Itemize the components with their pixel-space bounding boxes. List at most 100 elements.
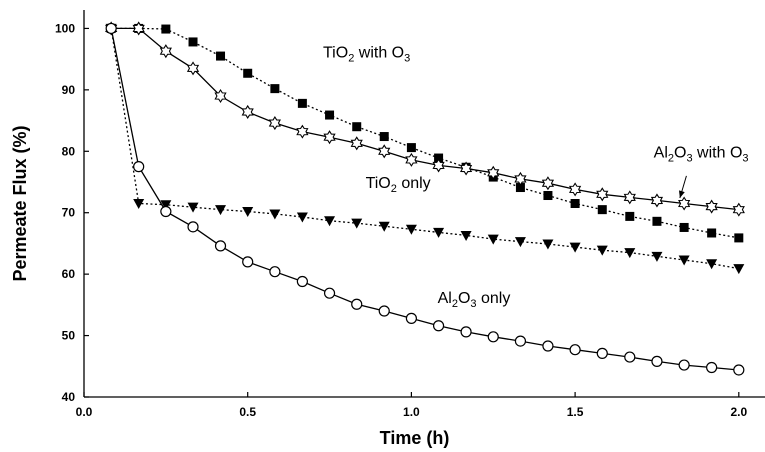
data-point-s3-15: [514, 335, 527, 347]
label-text: Al: [654, 144, 668, 161]
data-point-s0-23: [734, 233, 744, 243]
data-point-s2-8: [324, 216, 336, 227]
series-line-1: [111, 27, 739, 211]
data-point-s0-15: [515, 183, 525, 193]
x-tick-label: 0.5: [239, 405, 256, 419]
data-point-s2-12: [433, 227, 445, 238]
data-point-s3-4: [214, 240, 227, 252]
subscript: 2: [348, 52, 354, 64]
x-axis-title: Time (h): [380, 428, 450, 448]
data-point-s0-21: [679, 222, 689, 232]
data-point-s1-23: [732, 202, 745, 217]
data-point-s1-9: [350, 136, 363, 151]
data-point-s1-13: [459, 161, 473, 176]
data-point-s0-6: [270, 84, 280, 94]
data-point-s2-23: [733, 264, 745, 275]
data-point-s2-22: [706, 259, 718, 270]
data-point-s3-16: [542, 340, 554, 352]
data-point-s0-20: [652, 216, 662, 226]
y-tick-label: 60: [62, 267, 76, 281]
x-tick-label: 0.0: [76, 405, 93, 419]
data-point-s1-12: [432, 158, 445, 173]
data-point-s2-19: [624, 248, 636, 259]
pointer-arrow-head: [678, 190, 685, 198]
data-point-s3-2: [160, 205, 172, 218]
data-point-s3-10: [378, 305, 390, 317]
data-point-s0-22: [707, 228, 717, 238]
data-point-s2-7: [296, 212, 308, 223]
data-point-s1-15: [514, 171, 527, 186]
data-point-s2-10: [378, 221, 390, 232]
data-point-s1-8: [323, 130, 336, 145]
data-point-s2-3: [187, 202, 199, 213]
data-point-s2-15: [514, 237, 526, 248]
series-label-0: TiO2​ with O3​: [323, 44, 410, 64]
y-tick-label: 100: [55, 21, 75, 35]
y-tick-label: 80: [62, 144, 76, 158]
data-point-s0-4: [216, 51, 226, 61]
data-point-s1-2: [159, 44, 172, 59]
data-point-s3-6: [269, 266, 281, 278]
data-point-s3-3: [187, 221, 199, 233]
data-point-s2-2: [160, 200, 172, 211]
label-text: with O: [354, 44, 404, 61]
label-text: O: [458, 290, 470, 307]
data-point-s3-18: [596, 347, 608, 359]
y-tick-label: 40: [62, 390, 76, 404]
data-point-s3-21: [678, 359, 690, 371]
data-point-s2-21: [678, 255, 690, 266]
series-line-2: [110, 28, 739, 270]
subscript: 2: [668, 152, 674, 164]
series-label-3: Al2​O3​ only: [438, 290, 511, 310]
data-point-s3-17: [569, 344, 581, 356]
y-tick-label: 50: [62, 329, 76, 343]
data-point-s0-12: [434, 153, 444, 163]
data-point-s0-5: [243, 68, 253, 78]
data-point-s1-22: [705, 199, 718, 214]
data-point-s1-18: [596, 187, 609, 202]
label-text: TiO: [323, 44, 348, 61]
data-point-s1-6: [268, 115, 281, 131]
data-point-s2-18: [596, 245, 608, 256]
data-point-s1-5: [241, 104, 254, 120]
data-point-s3-14: [487, 331, 499, 343]
y-tick-label: 90: [62, 83, 76, 97]
series-markers: [105, 21, 745, 376]
data-point-s2-9: [351, 218, 363, 229]
data-point-s3-9: [351, 298, 363, 310]
label-text: only: [477, 290, 511, 307]
x-tick-label: 1.0: [403, 405, 420, 419]
data-point-s1-20: [650, 193, 664, 208]
data-point-s0-10: [379, 132, 389, 142]
label-text: Al: [438, 290, 452, 307]
data-point-s3-20: [651, 355, 663, 367]
data-point-s2-20: [651, 251, 663, 262]
data-point-s1-16: [541, 176, 555, 191]
data-point-s3-7: [296, 275, 308, 288]
y-axis-title: Permeate Flux (%): [10, 125, 30, 281]
y-tick-label: 70: [62, 206, 76, 220]
data-point-s1-19: [623, 190, 636, 205]
data-point-s2-17: [569, 242, 581, 253]
data-point-s1-4: [214, 88, 227, 104]
label-text: with O: [693, 144, 743, 161]
x-tick-label: 2.0: [730, 405, 747, 419]
data-point-s1-10: [378, 144, 391, 159]
data-point-s3-23: [733, 364, 745, 376]
data-point-s0-9: [352, 122, 362, 132]
subscript: 3: [686, 152, 692, 164]
series-annotations: TiO2​ with O3​ Al2​O3​ with O3​ TiO2​ only…: [323, 44, 749, 310]
data-point-s0-3: [188, 37, 198, 47]
data-point-s0-17: [570, 199, 580, 208]
subscript: 3: [470, 298, 476, 310]
data-point-s2-1: [133, 199, 145, 209]
subscript: 2: [391, 183, 397, 195]
data-point-s1-21: [678, 196, 691, 211]
data-point-s2-13: [460, 230, 472, 241]
series-label-2: TiO2​ only: [366, 175, 431, 195]
x-tick-label: 1.5: [567, 405, 584, 419]
data-point-s3-11: [405, 312, 418, 324]
series-line-0: [111, 27, 739, 239]
data-point-s1-1: [132, 21, 145, 36]
